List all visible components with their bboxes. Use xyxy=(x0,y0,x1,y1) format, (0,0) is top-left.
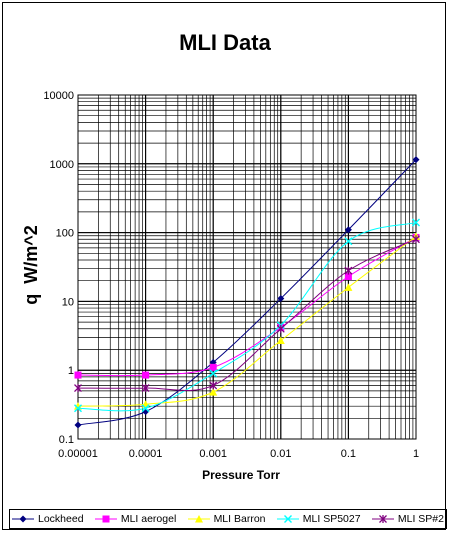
legend-label: MLI SP5027 xyxy=(302,513,361,525)
data-point xyxy=(209,381,218,390)
chart-title: MLI Data xyxy=(179,30,271,55)
data-point xyxy=(74,404,82,413)
series-lockheed xyxy=(74,156,420,429)
x-tick-label: 0.00001 xyxy=(58,448,98,460)
data-point xyxy=(209,369,218,378)
legend-marker xyxy=(102,515,110,523)
legend-label: MLI Barron xyxy=(213,513,266,525)
legend: Lockheed MLI aerogel MLI Barron MLI SP5027 M… xyxy=(9,509,447,529)
y-tick-label: 0.1 xyxy=(59,434,74,446)
legend-item: MLI SP5027 xyxy=(276,513,361,525)
y-tick-label: 1 xyxy=(68,365,74,377)
legend-item: Lockheed xyxy=(12,513,84,525)
data-point xyxy=(209,363,217,371)
series-mli-barron xyxy=(74,232,420,410)
chart-frame: MLI Data 0.00001 0.0001 0.001 0.01 0.1 1 0.1 1 1… xyxy=(2,2,447,530)
data-point xyxy=(344,237,353,246)
legend-marker xyxy=(194,515,203,523)
y-tick-label: 1000 xyxy=(50,159,74,171)
legend-item: MLI aerogel xyxy=(94,513,177,525)
data-point xyxy=(74,371,82,379)
legend-swatch xyxy=(371,515,394,523)
data-point xyxy=(412,156,420,164)
legend-label: MLI SP#2 xyxy=(397,513,444,525)
x-tick-label: 0.1 xyxy=(341,448,356,460)
data-point xyxy=(412,218,420,227)
data-point xyxy=(74,384,82,393)
y-tick-label: 10000 xyxy=(43,90,74,102)
x-tick-label: 0.01 xyxy=(270,448,291,460)
legend-item: MLI SP#2 xyxy=(371,513,444,525)
data-point xyxy=(141,404,150,413)
series-mli-aerogel xyxy=(74,233,420,379)
y-axis-label: q W/m^2 xyxy=(21,225,41,305)
data-point xyxy=(344,266,353,275)
data-point xyxy=(276,324,285,333)
series-line xyxy=(77,237,417,377)
series-mli-sp-2 xyxy=(74,235,420,393)
x-tick-label: 0.001 xyxy=(199,448,227,460)
legend-swatch xyxy=(187,515,210,523)
legend-swatch xyxy=(94,515,117,523)
legend-marker xyxy=(19,515,27,523)
plot-border xyxy=(77,94,417,440)
legend-label: MLI aerogel xyxy=(120,513,177,525)
series-line xyxy=(77,238,417,391)
y-tick-label: 10 xyxy=(62,296,74,308)
chart-svg: MLI Data 0.00001 0.0001 0.001 0.01 0.1 1 0.1 1 1… xyxy=(21,30,420,482)
series-layer xyxy=(74,156,420,429)
grid xyxy=(77,94,417,440)
legend-marker xyxy=(283,515,292,523)
data-point xyxy=(412,235,420,244)
legend-marker xyxy=(378,515,387,523)
data-point xyxy=(74,421,82,429)
series-mli-sp5027 xyxy=(74,218,420,413)
x-tick-label: 1 xyxy=(413,448,419,460)
x-tick-label: 0.0001 xyxy=(129,448,163,460)
y-tick-label: 100 xyxy=(56,228,74,240)
tick-labels: 0.00001 0.0001 0.001 0.01 0.1 1 0.1 1 10 100 1000 1… xyxy=(43,90,419,460)
data-point xyxy=(141,384,150,393)
data-point xyxy=(209,388,218,396)
data-point xyxy=(277,295,285,303)
data-point xyxy=(344,273,352,281)
x-axis-label: Pressure Torr xyxy=(202,468,280,482)
legend-swatch xyxy=(12,515,34,523)
legend-swatch xyxy=(276,515,299,523)
data-point xyxy=(344,226,352,234)
data-point xyxy=(142,371,150,379)
series-line xyxy=(77,236,417,407)
data-point xyxy=(344,283,353,291)
data-point xyxy=(276,336,285,345)
legend-label: Lockheed xyxy=(38,513,84,525)
legend-item: MLI Barron xyxy=(187,513,266,525)
